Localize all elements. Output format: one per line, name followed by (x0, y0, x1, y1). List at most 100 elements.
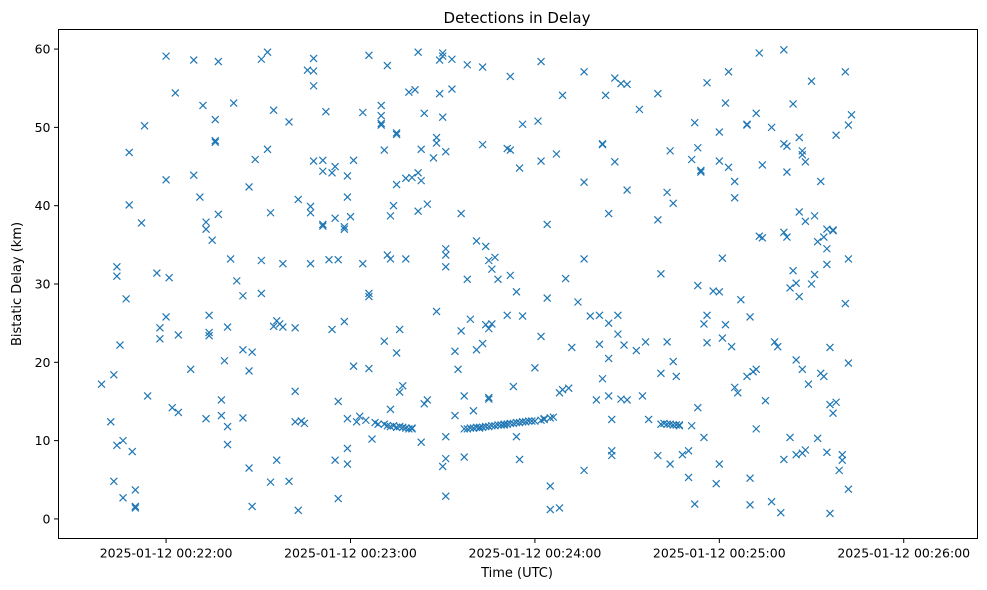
data-point (712, 479, 721, 488)
data-point (736, 295, 745, 304)
data-point (783, 142, 791, 151)
data-point (503, 311, 512, 320)
data-point (730, 193, 739, 202)
data-point (174, 408, 183, 417)
data-point (512, 287, 521, 296)
data-point (119, 493, 127, 502)
data-point (623, 186, 632, 194)
y-tick-label: 30 (35, 277, 51, 292)
data-point (112, 272, 121, 281)
data-point (162, 52, 170, 61)
data-point (238, 413, 247, 422)
data-point (724, 163, 733, 172)
data-point (226, 255, 235, 263)
data-point (438, 52, 447, 61)
data-point (761, 396, 770, 405)
data-point (211, 115, 220, 124)
data-point (604, 209, 613, 218)
data-point (238, 291, 247, 300)
x-tick-label: 2025-01-12 00:24:00 (469, 546, 602, 561)
data-point (623, 80, 632, 89)
data-point (395, 325, 404, 334)
data-point (211, 136, 220, 145)
data-point (361, 416, 370, 425)
data-point (718, 254, 727, 263)
data-point (822, 260, 831, 269)
data-point (457, 209, 466, 218)
data-point (318, 167, 327, 176)
x-axis-label: Time (UTC) (480, 566, 553, 581)
data-point (795, 208, 804, 216)
data-point (767, 123, 776, 132)
data-point (137, 218, 146, 227)
data-point (202, 414, 210, 423)
data-point (826, 343, 834, 352)
data-point (257, 289, 266, 298)
data-point (112, 441, 121, 450)
x-tick-label: 2025-01-12 00:23:00 (284, 546, 417, 561)
data-point (285, 117, 293, 126)
data-point (663, 188, 671, 197)
data-point (171, 89, 180, 97)
data-point (537, 332, 545, 341)
data-point (266, 208, 275, 217)
data-point (632, 346, 641, 355)
data-point (773, 342, 782, 351)
data-point (389, 201, 398, 210)
data-point (598, 374, 607, 383)
data-point (730, 177, 739, 186)
data-point (801, 446, 810, 454)
data-point (328, 168, 336, 177)
data-point (386, 211, 395, 220)
data-point (546, 482, 555, 490)
x-tick-label: 2025-01-12 00:26:00 (837, 546, 970, 561)
data-point (441, 262, 450, 271)
data-point (447, 55, 456, 64)
data-point (555, 504, 564, 512)
data-point (106, 417, 115, 426)
data-point (414, 207, 423, 216)
data-point (140, 121, 149, 130)
data-point (580, 466, 589, 475)
data-point (844, 121, 853, 129)
data-point (478, 339, 487, 348)
data-point (214, 210, 223, 219)
data-point (758, 233, 767, 242)
data-point (752, 365, 761, 374)
data-point (352, 417, 361, 426)
data-point (331, 456, 340, 465)
data-point (306, 202, 315, 211)
data-point (125, 148, 134, 157)
data-point (398, 381, 407, 390)
data-point (438, 462, 447, 471)
data-point (368, 435, 376, 443)
data-point (653, 89, 662, 98)
data-point (703, 78, 711, 87)
data-point (343, 414, 352, 423)
data-point (401, 255, 410, 263)
data-point (131, 502, 140, 511)
data-point (408, 424, 416, 433)
data-point (518, 120, 527, 129)
data-point (285, 477, 293, 486)
data-point (383, 61, 392, 70)
data-point (251, 155, 260, 164)
data-point (798, 365, 807, 374)
data-point (838, 456, 847, 465)
data-point (309, 54, 318, 63)
data-point (478, 63, 487, 72)
data-point (779, 228, 788, 237)
data-point (199, 101, 207, 110)
data-point (438, 49, 447, 57)
data-point (718, 334, 727, 342)
data-point (441, 251, 450, 259)
data-point (543, 294, 552, 303)
data-point (97, 380, 106, 389)
data-point (441, 454, 450, 463)
data-point (294, 506, 303, 515)
data-point (334, 397, 343, 406)
data-point (454, 365, 462, 374)
data-point (248, 348, 257, 357)
data-point (653, 215, 662, 224)
data-point (162, 175, 170, 184)
